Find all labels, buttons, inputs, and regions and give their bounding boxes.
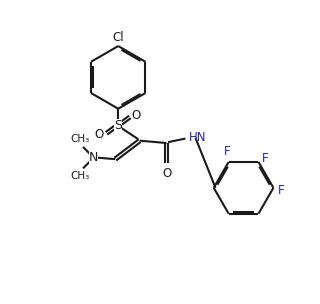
Text: Cl: Cl bbox=[112, 31, 124, 44]
Text: N: N bbox=[89, 151, 99, 164]
Text: S: S bbox=[114, 119, 122, 132]
Text: HN: HN bbox=[189, 131, 206, 144]
Text: O: O bbox=[162, 167, 171, 180]
Text: O: O bbox=[132, 109, 141, 122]
Text: CH₃: CH₃ bbox=[70, 171, 89, 181]
Text: F: F bbox=[262, 153, 269, 165]
Text: CH₃: CH₃ bbox=[70, 134, 89, 144]
Text: F: F bbox=[277, 184, 284, 197]
Text: F: F bbox=[224, 145, 231, 158]
Text: O: O bbox=[95, 128, 104, 141]
